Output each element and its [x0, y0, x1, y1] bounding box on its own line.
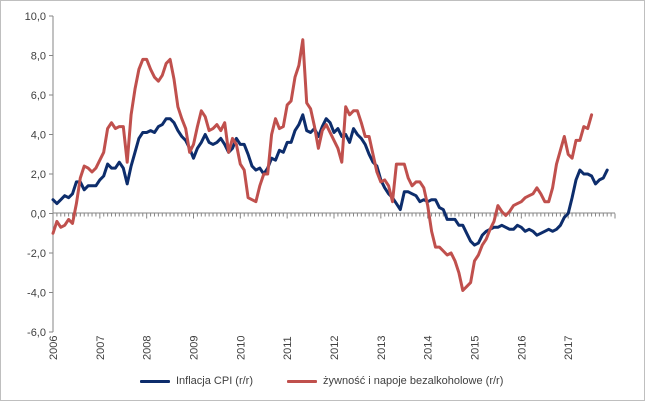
legend-item-food: żywność i napoje bezalkoholowe (r/r) — [287, 375, 503, 387]
x-tick-label: 2017 — [563, 336, 575, 360]
series-line-food — [51, 38, 594, 292]
y-tick-label: 10,0 — [25, 11, 46, 23]
x-tick-label: 2010 — [235, 336, 247, 360]
y-tick-label: -4,0 — [27, 288, 46, 300]
legend-item-cpi: Inflacja CPI (r/r) — [140, 375, 253, 387]
y-tick-label: 6,0 — [31, 90, 46, 102]
chart-legend: Inflacja CPI (r/r) żywność i napoje beza… — [140, 373, 503, 389]
x-tick-label: 2011 — [282, 336, 294, 360]
x-tick-label: 2006 — [48, 336, 60, 360]
x-tick-label: 2013 — [376, 336, 388, 360]
x-tick-label: 2016 — [516, 336, 528, 360]
x-tick-label: 2007 — [95, 336, 107, 360]
x-tick-label: 2009 — [189, 336, 201, 360]
legend-swatch-cpi — [140, 379, 170, 383]
y-tick-label: 2,0 — [31, 169, 46, 181]
x-tick-label: 2012 — [329, 336, 341, 360]
y-tick-label: 8,0 — [31, 51, 46, 63]
series-line-cpi — [51, 113, 609, 247]
y-tick-label: -2,0 — [27, 248, 46, 260]
x-tick-label: 2015 — [470, 336, 482, 360]
y-tick-label: 4,0 — [31, 130, 46, 142]
legend-label-cpi: Inflacja CPI (r/r) — [176, 375, 254, 387]
y-tick-label: 0,0 — [31, 209, 46, 221]
legend-swatch-food — [287, 379, 318, 383]
x-tick-label: 2014 — [423, 336, 435, 360]
x-tick-label: 2008 — [142, 336, 154, 360]
y-tick-label: -6,0 — [27, 327, 46, 339]
legend-label-food: żywność i napoje bezalkoholowe (r/r) — [323, 375, 504, 387]
